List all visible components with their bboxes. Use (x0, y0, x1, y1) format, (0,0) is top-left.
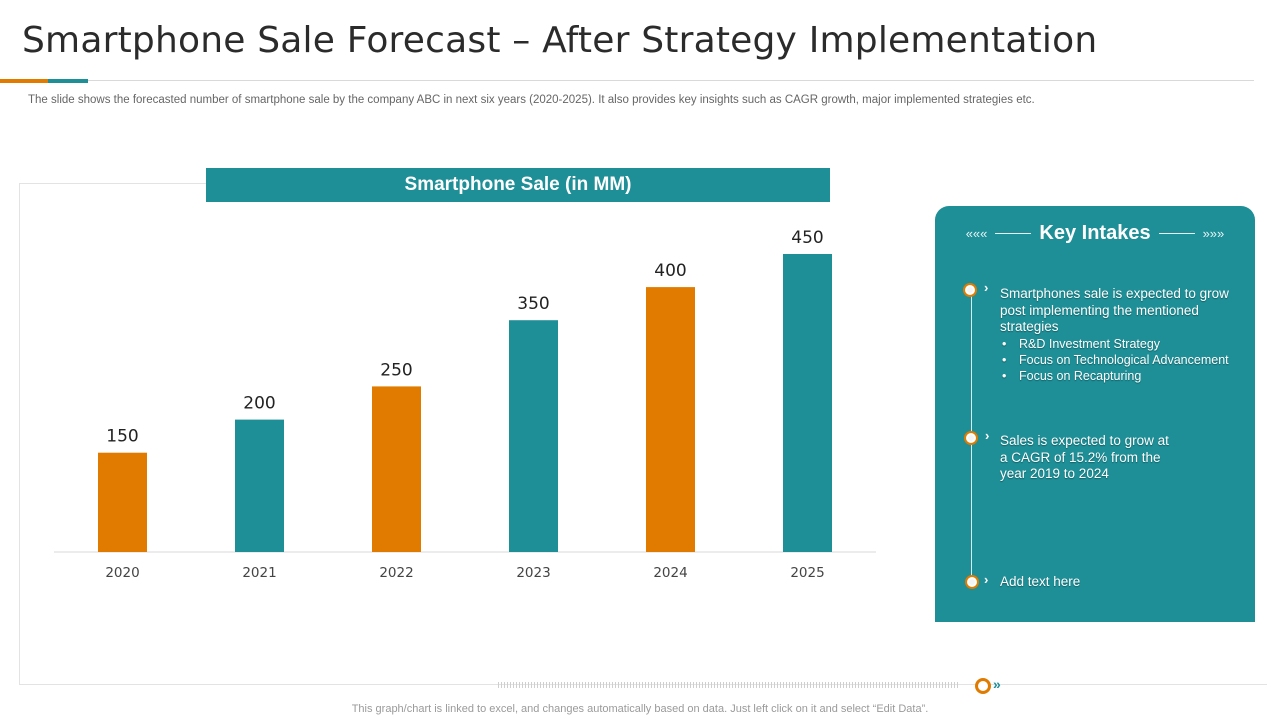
bar-2021[interactable] (235, 419, 284, 552)
orange-ring-icon (975, 678, 991, 694)
data-label-2023: 350 (517, 294, 549, 314)
title-accent-orange (0, 79, 48, 83)
decorative-hatch-bar (498, 682, 960, 688)
chevron-right-icon: » (993, 676, 1001, 692)
key-intakes-panel: ««« Key Intakes »»» › Smartphones sale i… (935, 206, 1255, 622)
x-tick-label-2024: 2024 (653, 565, 687, 581)
chart-title: Smartphone Sale (in MM) (206, 168, 830, 202)
strategy-list-item: Focus on Technological Advancement (1000, 352, 1235, 368)
data-label-2022: 250 (380, 360, 412, 380)
data-label-2024: 400 (654, 261, 686, 281)
key-intake-text: Smartphones sale is expected to grow pos… (1000, 286, 1229, 334)
strategy-list-item: R&D Investment Strategy (1000, 336, 1235, 352)
bar-2022[interactable] (372, 386, 421, 552)
chart-frame-top-edge (19, 183, 209, 184)
chevron-right-icon: › (984, 572, 989, 587)
panel-header: ««« Key Intakes »»» (935, 220, 1255, 246)
x-tick-label-2022: 2022 (379, 565, 413, 581)
timeline-dot-icon (965, 575, 979, 589)
data-label-2021: 200 (243, 394, 275, 414)
page-title: Smartphone Sale Forecast – After Strateg… (22, 20, 1098, 61)
strategy-list-item: Focus on Recapturing (1000, 368, 1235, 384)
chevron-right-icon: › (984, 280, 989, 295)
timeline-dot-icon (963, 283, 977, 297)
data-label-2025: 450 (791, 228, 823, 248)
slide-description: The slide shows the forecasted number of… (28, 94, 1035, 106)
bar-2024[interactable] (646, 287, 695, 552)
timeline-dot-icon (964, 431, 978, 445)
key-intake-item: Smartphones sale is expected to grow pos… (1000, 286, 1235, 384)
header-line-right (1158, 232, 1195, 234)
title-accent-teal (48, 79, 88, 83)
x-tick-label-2020: 2020 (105, 565, 139, 581)
footer-note: This graph/chart is linked to excel, and… (351, 703, 929, 715)
strategy-list: R&D Investment Strategy Focus on Technol… (1000, 336, 1235, 384)
panel-title: Key Intakes (1039, 221, 1151, 244)
data-label-2020: 150 (106, 427, 138, 447)
bar-2020[interactable] (98, 452, 147, 552)
x-tick-label-2023: 2023 (516, 565, 550, 581)
x-tick-label-2021: 2021 (242, 565, 276, 581)
right-chevrons-icon: »»» (1202, 225, 1225, 241)
bar-2025[interactable] (783, 254, 832, 552)
key-intake-item: Add text here (1000, 574, 1081, 589)
x-tick-label-2025: 2025 (790, 565, 824, 581)
left-chevrons-icon: ««« (965, 225, 988, 241)
header-line-left (995, 232, 1032, 234)
key-intake-item: Sales is expected to grow at a CAGR of 1… (1000, 433, 1169, 481)
chevron-right-icon: › (985, 428, 990, 443)
bar-2023[interactable] (509, 320, 558, 552)
title-divider (0, 80, 1254, 81)
